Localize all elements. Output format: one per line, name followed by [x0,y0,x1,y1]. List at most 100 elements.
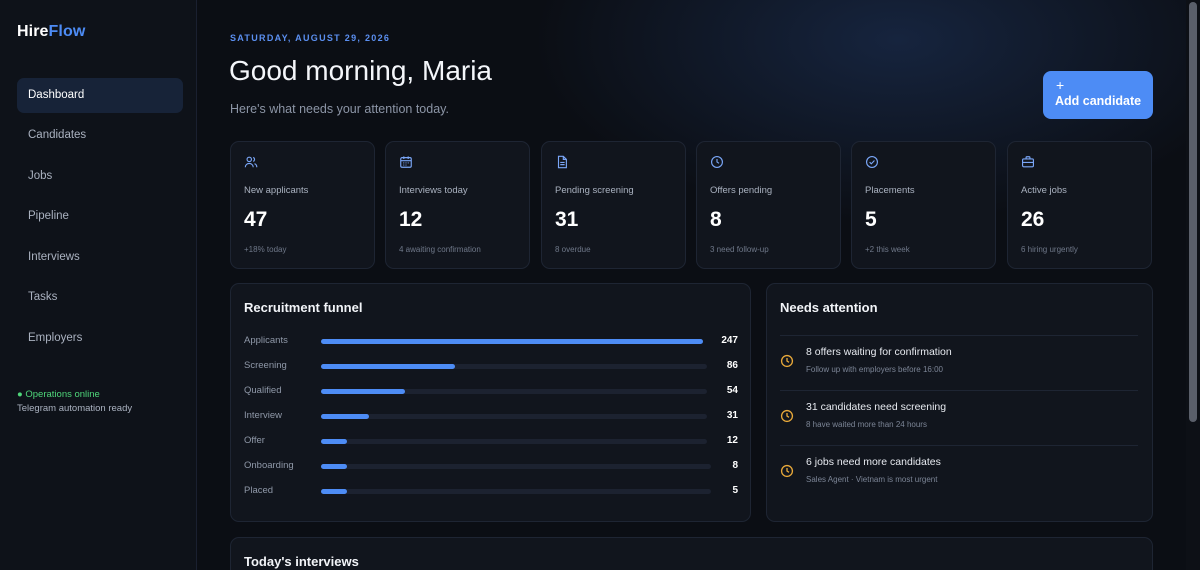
stat-value: 5 [865,208,877,231]
attention-item-detail: Sales Agent · Vietnam is most urgent [806,475,938,484]
funnel-stage-value: 86 [726,360,738,371]
brand-name-part2: Flow [48,23,86,40]
attention-item[interactable]: 31 candidates need screening 8 have wait… [780,390,1138,445]
funnel-bar-fill [321,464,347,469]
stat-label: Placements [865,185,915,196]
telegram-status-text: Telegram automation ready [17,403,133,414]
stat-value: 47 [244,208,268,231]
funnel-row-onboarding: Onboarding 8 [244,459,738,473]
funnel-bar-fill [321,489,347,494]
stat-note: 3 need follow-up [710,245,769,254]
funnel-stage-label: Screening [244,360,287,371]
funnel-stage-label: Offer [244,435,265,446]
briefcase-icon [1021,155,1035,169]
funnel-stage-value: 54 [726,385,738,396]
funnel-bar-fill [321,414,369,419]
funnel-bar-fill [321,389,405,394]
attention-item-detail: 8 have waited more than 24 hours [806,420,927,429]
funnel-stage-label: Qualified [244,385,282,396]
attention-item[interactable]: 8 offers waiting for confirmation Follow… [780,335,1138,390]
stat-card-offers-pending[interactable]: Offers pending 8 3 need follow-up [696,141,841,269]
stat-value: 26 [1021,208,1045,231]
funnel-bar-track [321,339,703,344]
sidebar-item-candidates[interactable]: Candidates [28,129,87,141]
funnel-row-placed: Placed 5 [244,484,738,498]
sidebar-item-employers[interactable]: Employers [28,332,83,344]
operations-status: ● Operations online Telegram automation … [17,388,132,416]
stat-card-interviews-today[interactable]: Interviews today 12 4 awaiting confirmat… [385,141,530,269]
funnel-stage-label: Interview [244,410,283,421]
add-candidate-button[interactable]: + Add candidate [1043,71,1153,119]
stat-card-placements[interactable]: Placements 5 +2 this week [851,141,996,269]
users-icon [244,155,258,169]
sidebar-item-tasks[interactable]: Tasks [28,291,58,303]
clock-icon [780,354,794,368]
brand-name-part1: Hire [17,23,49,40]
funnel-bar-track [321,414,707,419]
funnel-stage-label: Applicants [244,335,288,346]
funnel-stage-label: Placed [244,485,274,496]
stat-note: 4 awaiting confirmation [399,245,481,254]
funnel-stage-value: 5 [732,485,738,496]
funnel-row-interview: Interview 31 [244,409,738,423]
funnel-row-applicants: Applicants 247 [244,334,738,348]
stat-card-new-applicants[interactable]: New applicants 47 +18% today [230,141,375,269]
funnel-row-offer: Offer 12 [244,434,738,448]
funnel-stage-value: 12 [726,435,738,446]
sidebar-item-pipeline[interactable]: Pipeline [28,210,69,222]
attention-item-title: 6 jobs need more candidates [806,456,941,468]
page-title: Good morning, Maria [229,55,493,86]
stat-value: 31 [555,208,579,231]
sidebar-item-dashboard[interactable]: Dashboard [17,78,183,113]
funnel-stage-label: Onboarding [244,460,294,471]
calendar-icon [399,155,413,169]
page-scrollbar[interactable] [1186,0,1200,570]
attention-item-title: 31 candidates need screening [806,401,947,413]
funnel-row-screening: Screening 86 [244,359,738,373]
attention-item-detail: Follow up with employers before 16:00 [806,365,943,374]
stat-note: +18% today [244,245,287,254]
sidebar-item-interviews[interactable]: Interviews [28,251,80,263]
plus-icon: + [1056,77,1065,93]
stat-card-pending-screening[interactable]: Pending screening 31 8 overdue [541,141,686,269]
current-date: SATURDAY, AUGUST 29, 2026 [230,33,391,43]
funnel-bar-track [321,439,707,444]
document-icon [555,155,569,169]
funnel-bar-fill [321,439,347,444]
needs-attention-panel: Needs attention 8 offers waiting for con… [766,283,1153,522]
check-circle-icon [865,155,879,169]
funnel-bar-track [321,489,711,494]
page-subtitle: Here's what needs your attention today. [230,102,449,116]
attention-title: Needs attention [780,300,878,315]
funnel-stage-value: 8 [732,460,738,471]
sidebar: HireFlow Dashboard Candidates Jobs Pipel… [0,0,197,570]
recruitment-funnel-panel: Recruitment funnel Applicants 247 Screenin… [230,283,751,522]
brand-logo[interactable]: HireFlow [17,23,85,41]
stat-label: Active jobs [1021,185,1067,196]
funnel-stage-value: 31 [726,410,738,421]
attention-item-title: 8 offers waiting for confirmation [806,346,952,358]
stat-card-active-jobs[interactable]: Active jobs 26 6 hiring urgently [1007,141,1152,269]
funnel-title: Recruitment funnel [244,300,363,315]
funnel-row-qualified: Qualified 54 [244,384,738,398]
stat-note: 8 overdue [555,245,591,254]
clock-icon [780,409,794,423]
interviews-title: Today's interviews [244,554,359,569]
funnel-bar-track [321,464,711,469]
funnel-bar-track [321,364,707,369]
stat-value: 12 [399,208,423,231]
attention-item[interactable]: 6 jobs need more candidates Sales Agent … [780,445,1138,500]
funnel-bar-fill [321,364,455,369]
stat-label: New applicants [244,185,309,196]
main-content: SATURDAY, AUGUST 29, 2026 Good morning, … [198,0,1186,570]
stat-label: Offers pending [710,185,773,196]
todays-interviews-panel: Today's interviews [230,537,1153,570]
funnel-bar-track [321,389,707,394]
scrollbar-thumb[interactable] [1189,2,1197,422]
stat-value: 8 [710,208,722,231]
stat-note: 6 hiring urgently [1021,245,1078,254]
sidebar-item-jobs[interactable]: Jobs [28,170,53,182]
stat-label: Interviews today [399,185,468,196]
funnel-stage-value: 247 [721,335,738,346]
operations-online-text: ● Operations online [17,389,100,400]
